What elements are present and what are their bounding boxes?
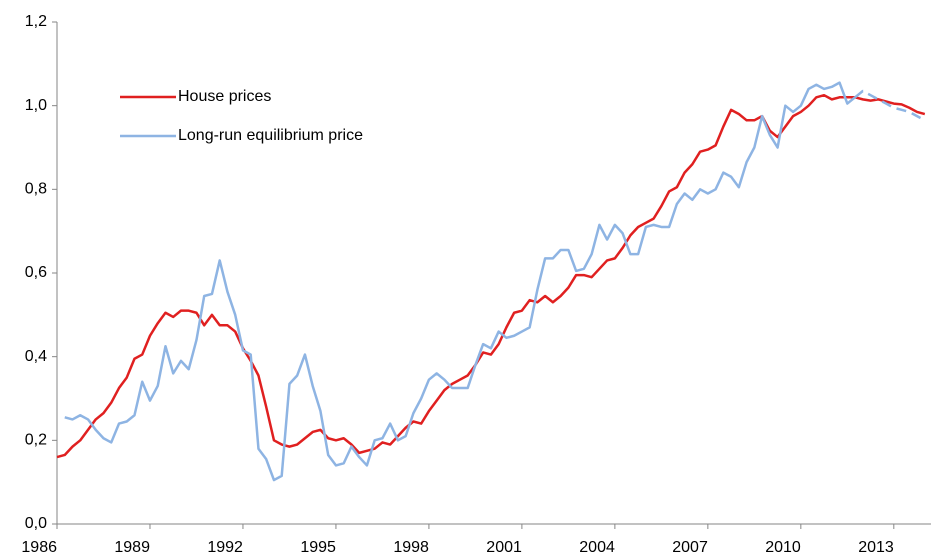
y-tick-label: 0,0: [25, 515, 47, 532]
y-tick-label: 0,8: [25, 181, 47, 198]
y-tick-label: 1,2: [25, 13, 47, 30]
series-line: [56, 93, 926, 459]
x-tick-label: 1998: [393, 539, 429, 556]
series-line-dashed: [854, 89, 926, 122]
legend-label: Long-run equilibrium price: [178, 127, 363, 144]
x-tick-label: 2013: [858, 539, 894, 556]
x-tick-label: 1989: [114, 539, 150, 556]
legend-label: House prices: [178, 88, 271, 105]
x-tick-label: 2010: [765, 539, 801, 556]
x-tick-label: 2004: [579, 539, 615, 556]
series-line: [64, 81, 856, 482]
x-tick-label: 2007: [672, 539, 708, 556]
y-tick-label: 0,6: [25, 264, 47, 281]
x-tick-label: 1992: [207, 539, 243, 556]
y-tick-label: 0,2: [25, 432, 47, 449]
y-tick-label: 1,0: [25, 97, 47, 114]
y-tick-label: 0,4: [25, 348, 47, 365]
x-tick-label: 2001: [486, 539, 522, 556]
x-tick-label: 1986: [21, 539, 57, 556]
x-tick-label: 1995: [300, 539, 336, 556]
